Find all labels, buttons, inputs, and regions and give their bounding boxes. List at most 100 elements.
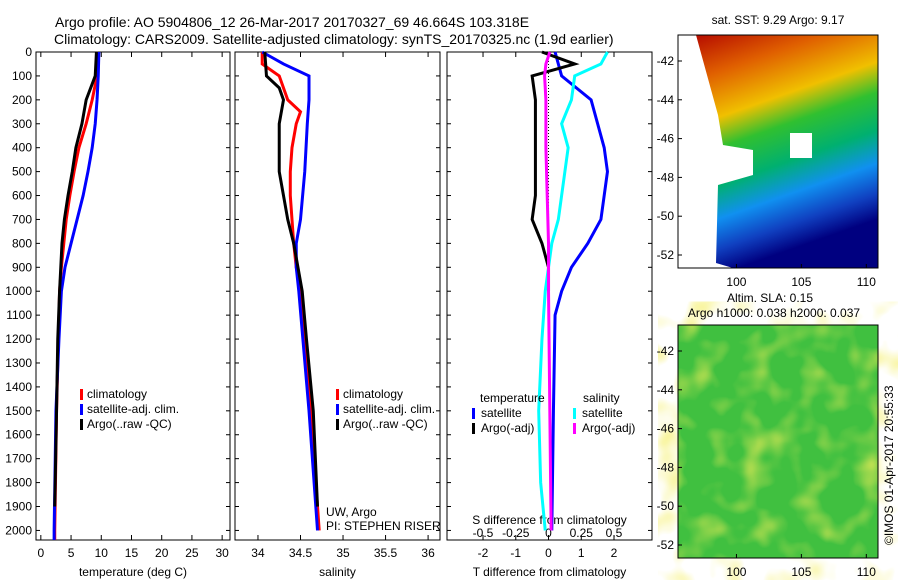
x-tick-label: 5 — [68, 546, 75, 560]
lat-tick-label: -44 — [657, 383, 675, 397]
x-axis-label: temperature (deg C) — [79, 565, 187, 579]
y-tick-label: 1100 — [6, 308, 32, 322]
y-tick-label: 1000 — [5, 284, 32, 298]
x-axis-label: T difference from climatology — [473, 565, 627, 579]
series-line-s-satellite — [537, 51, 609, 531]
y-tick-label: 1300 — [5, 356, 32, 370]
legend-swatch — [80, 404, 83, 415]
x-tick-label: 35.5 — [374, 546, 398, 560]
pi-annotation: UW, Argo — [326, 505, 377, 519]
lon-tick-label: 100 — [726, 275, 746, 289]
y-tick-label: 300 — [12, 117, 32, 131]
lat-tick-label: -52 — [657, 538, 675, 552]
lat-tick-label: -46 — [657, 132, 675, 146]
legend-swatch — [80, 389, 83, 400]
x-tick-label: 0 — [37, 546, 44, 560]
lon-tick-label: 110 — [857, 275, 876, 289]
series-line-argo-raw-qc- — [53, 51, 98, 507]
x-tick-label: 20 — [155, 546, 169, 560]
legend-label: climatology — [343, 387, 403, 401]
legend-swatch — [573, 423, 576, 434]
legend-label: satellite-adj. clim. — [343, 402, 435, 416]
x-tick-label: 36 — [421, 546, 435, 560]
series-line-argo-raw-qc- — [263, 51, 320, 507]
sst-title: sat. SST: 9.29 Argo: 9.17 — [712, 13, 845, 27]
lon-tick-label: 100 — [726, 565, 746, 579]
x-tick-label: 10 — [95, 546, 109, 560]
lon-tick-label: 110 — [857, 565, 876, 579]
y-tick-label: 1600 — [5, 428, 32, 442]
lat-tick-label: -50 — [657, 209, 675, 223]
s-tick-label: 0.25 — [570, 526, 594, 540]
x-tick-label: 2 — [611, 546, 618, 560]
x-tick-label: -2 — [478, 546, 489, 560]
y-tick-label: 1700 — [5, 452, 32, 466]
lat-tick-label: -46 — [657, 422, 675, 436]
s-tick-label: 0.5 — [606, 526, 623, 540]
plot-frame — [35, 51, 231, 541]
x-tick-label: 0 — [545, 546, 552, 560]
s-tick-label: -0.25 — [502, 526, 530, 540]
lat-tick-label: -52 — [657, 248, 675, 262]
credit-text: ©IMOS 01-Apr-2017 20:55:33 — [882, 385, 896, 545]
y-tick-label: 900 — [12, 260, 32, 274]
lon-tick-label: 105 — [791, 275, 811, 289]
y-tick-label: 700 — [12, 212, 32, 226]
y-tick-label: 1900 — [5, 500, 32, 514]
lat-tick-label: -42 — [657, 344, 675, 358]
map-frame — [677, 34, 879, 269]
lat-tick-label: -48 — [657, 170, 675, 184]
y-tick-label: 100 — [12, 69, 32, 83]
y-tick-label: 1200 — [5, 332, 32, 346]
legend-label: satellite-adj. clim. — [87, 402, 179, 416]
lat-tick-label: -50 — [657, 499, 675, 513]
legend-header: salinity — [583, 391, 620, 405]
lat-tick-label: -42 — [657, 54, 675, 68]
x-tick-label: 30 — [215, 546, 229, 560]
series-line-climatology — [260, 52, 321, 531]
y-tick-label: 1500 — [5, 404, 32, 418]
legend-header: temperature — [480, 391, 545, 405]
y-tick-label: 0 — [25, 45, 32, 59]
legend-label: satellite — [582, 406, 623, 420]
legend-label: Argo(..raw -QC) — [343, 417, 428, 431]
legend-swatch — [80, 419, 83, 430]
x-tick-label: 1 — [578, 546, 585, 560]
title-line-2: Climatology: CARS2009. Satellite-adjuste… — [54, 31, 614, 47]
x-tick-label: 25 — [185, 546, 199, 560]
lat-tick-label: -48 — [657, 460, 675, 474]
profile-panel-2: 34 34.5 35 35.5 36 salinity climatologysatelli… — [234, 50, 441, 579]
legend-swatch — [336, 389, 339, 400]
y-tick-label: 1800 — [5, 476, 32, 490]
map-panel-1: 100 105 110 -42 -44 -46 -48 -50 -52 sat. SST: 9.2… — [657, 13, 879, 289]
legend-swatch — [472, 423, 475, 434]
lon-tick-label: 105 — [791, 565, 811, 579]
series-line-t-satellite — [550, 51, 609, 531]
series-line-s-argo-adj- — [543, 51, 553, 531]
legend-swatch — [472, 408, 475, 419]
lat-tick-label: -44 — [657, 93, 675, 107]
land-mask — [678, 35, 753, 268]
y-tick-label: 600 — [12, 189, 32, 203]
legend-label: Argo(-adj) — [481, 421, 534, 435]
plot-frame — [234, 51, 441, 541]
x-tick-label: -1 — [510, 546, 521, 560]
legend-label: satellite — [481, 406, 522, 420]
cloud-mask — [790, 133, 812, 158]
x-axis-label: salinity — [319, 565, 356, 579]
profile-panel-3: -2 -1 0 1 2 T difference from climatology -0.5… — [446, 50, 653, 579]
legend-label: Argo(..raw -QC) — [87, 417, 172, 431]
pi-annotation: PI: STEPHEN RISER — [326, 519, 441, 533]
sla-title: Altim. SLA: 0.15 — [727, 291, 813, 305]
y-tick-label: 400 — [12, 141, 32, 155]
y-tick-label: 2000 — [5, 523, 32, 537]
legend-label: Argo(-adj) — [582, 421, 635, 435]
title-line-1: Argo profile: AO 5904806_12 26-Mar-2017 … — [55, 14, 530, 30]
profile-panel-1: 0100200300400500600700800900100011001200… — [5, 45, 231, 579]
legend-label: climatology — [87, 387, 147, 401]
y-tick-label: 1400 — [5, 380, 32, 394]
x-tick-label: 15 — [125, 546, 139, 560]
s-tick-label: -0.5 — [473, 526, 494, 540]
